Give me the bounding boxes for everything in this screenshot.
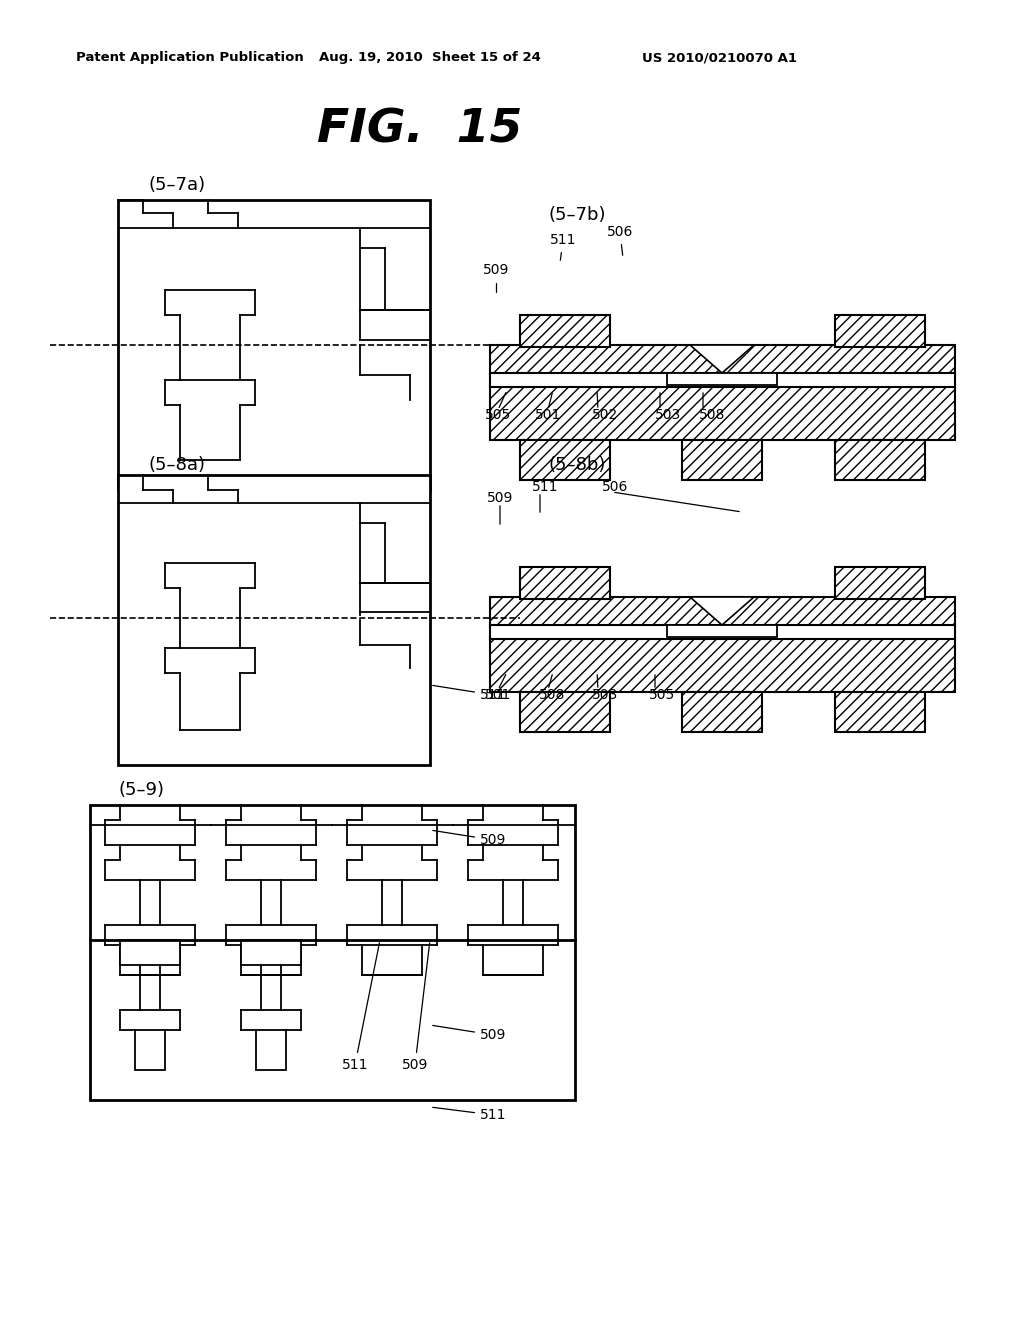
Text: (5–8b): (5–8b) xyxy=(548,455,605,474)
Bar xyxy=(490,385,955,440)
Text: 508: 508 xyxy=(539,688,565,702)
Text: 503: 503 xyxy=(655,408,681,422)
Text: 511: 511 xyxy=(531,480,558,494)
Bar xyxy=(835,315,925,347)
Text: 509: 509 xyxy=(482,263,509,292)
Bar xyxy=(490,374,955,387)
Text: 508: 508 xyxy=(698,408,725,422)
Bar xyxy=(120,940,180,965)
Text: 505: 505 xyxy=(485,408,511,422)
Bar xyxy=(835,568,925,599)
Text: 509: 509 xyxy=(486,491,513,506)
Bar xyxy=(490,345,955,375)
Bar xyxy=(682,440,762,480)
Text: US 2010/0210070 A1: US 2010/0210070 A1 xyxy=(642,51,798,65)
Bar xyxy=(520,692,610,733)
Text: Aug. 19, 2010  Sheet 15 of 24: Aug. 19, 2010 Sheet 15 of 24 xyxy=(319,51,541,65)
Polygon shape xyxy=(690,345,754,374)
Bar xyxy=(256,1030,286,1071)
Text: 511: 511 xyxy=(342,942,380,1072)
Text: 502: 502 xyxy=(592,408,618,422)
Text: 511: 511 xyxy=(550,234,577,260)
Text: 501: 501 xyxy=(535,408,561,422)
Bar xyxy=(520,315,610,347)
Bar xyxy=(135,1030,165,1071)
Bar xyxy=(667,624,777,638)
Text: Patent Application Publication: Patent Application Publication xyxy=(76,51,304,65)
Bar xyxy=(362,945,422,975)
Bar xyxy=(667,374,777,385)
Text: 509: 509 xyxy=(433,830,507,847)
Text: 501: 501 xyxy=(484,688,511,702)
Bar xyxy=(118,475,430,766)
Text: (5–7b): (5–7b) xyxy=(548,206,605,224)
Text: 509: 509 xyxy=(401,942,430,1072)
Bar xyxy=(682,692,762,733)
Text: 511: 511 xyxy=(433,1107,507,1122)
Bar xyxy=(241,945,301,975)
Text: 505: 505 xyxy=(649,688,675,702)
Bar xyxy=(490,638,955,692)
Bar xyxy=(483,945,543,975)
Bar xyxy=(90,805,575,1100)
Text: FIG.  15: FIG. 15 xyxy=(317,107,522,153)
Bar xyxy=(120,945,180,975)
Polygon shape xyxy=(690,597,754,624)
Bar xyxy=(835,440,925,480)
Text: 503: 503 xyxy=(592,688,618,702)
Text: (5–7a): (5–7a) xyxy=(148,176,205,194)
Text: 511: 511 xyxy=(433,685,507,702)
Bar xyxy=(490,624,955,639)
Text: 506: 506 xyxy=(602,480,628,494)
Text: (5–9): (5–9) xyxy=(118,781,164,799)
Bar xyxy=(118,201,430,490)
Text: 509: 509 xyxy=(433,1026,507,1041)
Text: (5–8a): (5–8a) xyxy=(148,455,205,474)
Text: 506: 506 xyxy=(607,224,633,255)
Bar xyxy=(520,440,610,480)
Bar xyxy=(241,940,301,965)
Bar xyxy=(520,568,610,599)
Bar xyxy=(835,692,925,733)
Bar xyxy=(490,597,955,627)
